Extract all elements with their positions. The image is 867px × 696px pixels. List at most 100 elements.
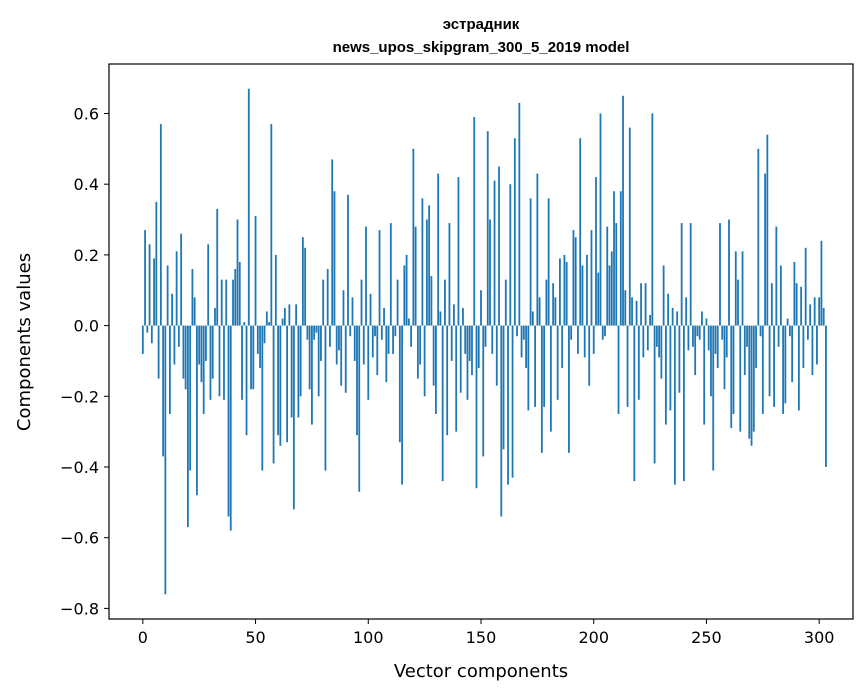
x-tick-label: 250 bbox=[691, 628, 722, 647]
bar-component-188 bbox=[565, 261, 568, 326]
bar-component-49 bbox=[252, 325, 255, 390]
bar-component-276 bbox=[764, 173, 766, 326]
bar-component-294 bbox=[804, 247, 807, 326]
bar-component-77 bbox=[315, 325, 318, 333]
bar-component-154 bbox=[489, 219, 491, 326]
bar-component-55 bbox=[265, 311, 268, 326]
bar-component-39 bbox=[229, 325, 232, 531]
bar-component-59 bbox=[274, 254, 277, 326]
bar-component-167 bbox=[518, 102, 521, 326]
bar-component-297 bbox=[811, 325, 814, 376]
bar-component-36 bbox=[223, 325, 225, 400]
bar-component-249 bbox=[703, 325, 706, 425]
bar-component-67 bbox=[292, 325, 295, 510]
bar-component-38 bbox=[227, 325, 230, 517]
bar-component-257 bbox=[721, 325, 724, 340]
bar-component-5 bbox=[153, 258, 155, 326]
bar-component-95 bbox=[356, 325, 358, 436]
bar-component-118 bbox=[407, 318, 410, 326]
bar-component-279 bbox=[770, 283, 773, 326]
bar-component-170 bbox=[525, 325, 527, 369]
bar-component-204 bbox=[601, 325, 604, 340]
bar-component-288 bbox=[791, 325, 794, 383]
bar-component-70 bbox=[299, 325, 302, 397]
bar-component-245 bbox=[694, 325, 697, 376]
bar-component-237 bbox=[676, 311, 679, 326]
bar-component-6 bbox=[155, 201, 158, 326]
bar-component-51 bbox=[256, 325, 259, 354]
bar-component-173 bbox=[531, 311, 534, 326]
y-tick-label: 0.2 bbox=[74, 246, 99, 265]
bar-component-107 bbox=[383, 307, 385, 326]
bar-component-116 bbox=[403, 265, 406, 326]
y-axis-label: Components values bbox=[14, 253, 35, 431]
bar-component-208 bbox=[610, 251, 613, 326]
bar-component-120 bbox=[412, 148, 415, 326]
bar-component-215 bbox=[626, 325, 629, 407]
bar-component-66 bbox=[290, 325, 293, 418]
bar-component-10 bbox=[164, 325, 167, 595]
bar-component-299 bbox=[816, 325, 818, 365]
bar-component-258 bbox=[723, 325, 726, 390]
bar-component-147 bbox=[473, 117, 476, 326]
bar-component-4 bbox=[150, 325, 153, 344]
bar-component-227 bbox=[653, 325, 656, 464]
bar-component-160 bbox=[502, 325, 505, 450]
bar-component-88 bbox=[340, 325, 343, 386]
bar-component-300 bbox=[818, 297, 821, 326]
bar-component-28 bbox=[205, 325, 207, 361]
bar-component-86 bbox=[335, 325, 338, 365]
bar-component-261 bbox=[730, 325, 733, 429]
bar-component-125 bbox=[423, 325, 426, 397]
bar-component-205 bbox=[604, 325, 606, 337]
bar-component-74 bbox=[308, 325, 311, 390]
bar-component-251 bbox=[707, 325, 710, 351]
plot-frame bbox=[108, 63, 854, 620]
bar-component-229 bbox=[658, 325, 661, 358]
bar-component-114 bbox=[398, 325, 401, 443]
bar-component-189 bbox=[568, 325, 570, 453]
y-tick-label: −0.4 bbox=[60, 458, 99, 477]
bar-component-195 bbox=[581, 265, 584, 326]
bar-component-122 bbox=[416, 325, 419, 379]
bar-component-52 bbox=[259, 325, 261, 369]
bar-component-123 bbox=[419, 325, 422, 365]
bar-component-183 bbox=[554, 297, 557, 326]
bar-component-185 bbox=[559, 258, 561, 326]
bar-component-82 bbox=[326, 269, 329, 326]
bar-component-131 bbox=[437, 173, 440, 326]
bar-component-29 bbox=[207, 244, 210, 326]
bar-component-35 bbox=[220, 279, 223, 326]
bar-component-21 bbox=[189, 325, 192, 471]
bar-component-164 bbox=[511, 325, 514, 478]
bar-component-83 bbox=[329, 325, 331, 347]
x-tick-label: 300 bbox=[804, 628, 835, 647]
x-tick-label: 200 bbox=[578, 628, 609, 647]
bar-component-222 bbox=[642, 325, 645, 358]
bar-component-20 bbox=[187, 325, 189, 528]
bar-component-14 bbox=[173, 325, 176, 365]
bar-component-145 bbox=[468, 325, 471, 361]
bar-component-177 bbox=[540, 325, 543, 453]
bar-component-210 bbox=[615, 223, 618, 326]
bar-component-139 bbox=[455, 325, 458, 432]
bar-component-295 bbox=[807, 325, 809, 340]
bar-component-184 bbox=[556, 325, 559, 400]
bar-component-271 bbox=[752, 325, 755, 432]
bar-component-62 bbox=[281, 318, 284, 326]
bar-component-213 bbox=[622, 95, 624, 326]
bar-component-216 bbox=[628, 127, 631, 326]
bar-component-159 bbox=[500, 325, 503, 517]
x-axis-label: Vector components bbox=[394, 661, 568, 682]
bar-component-218 bbox=[633, 325, 636, 482]
bar-component-303 bbox=[825, 325, 827, 467]
bar-component-168 bbox=[520, 325, 523, 358]
bar-component-291 bbox=[797, 325, 800, 411]
bar-component-224 bbox=[646, 325, 649, 351]
bar-component-79 bbox=[320, 325, 322, 361]
bar-component-223 bbox=[644, 283, 647, 326]
y-axis-ticks: −0.8 −0.6 −0.4 −0.2 0.0 0.2 0.4 0.6 bbox=[60, 104, 109, 618]
bar-component-87 bbox=[338, 325, 340, 351]
bar-component-47 bbox=[247, 88, 250, 326]
bar-component-103 bbox=[374, 325, 376, 337]
